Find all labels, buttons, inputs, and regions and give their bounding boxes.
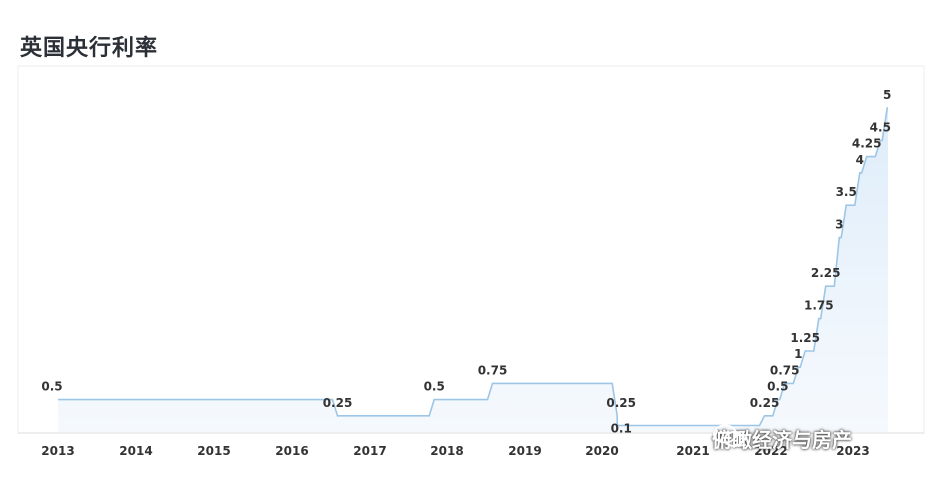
data-label: 0.25	[323, 396, 353, 410]
x-tick-label: 2014	[119, 444, 152, 458]
data-label: 4	[856, 153, 864, 167]
data-label: 0.5	[767, 380, 788, 394]
x-tick-label: 2015	[197, 444, 230, 458]
data-label: 0.75	[478, 363, 508, 377]
rate-line	[58, 107, 888, 427]
data-label: 0.1	[611, 422, 632, 436]
x-tick-label: 2018	[430, 444, 463, 458]
x-tick-label: 2013	[41, 444, 74, 458]
x-tick-label: 2023	[836, 444, 869, 458]
rate-area	[58, 108, 888, 432]
data-label: 1.75	[804, 299, 834, 313]
watermark: 俯瞰经济与房产	[712, 424, 852, 453]
x-tick-label: 2020	[585, 444, 618, 458]
x-tick-label: 2017	[353, 444, 386, 458]
data-label: 3	[835, 218, 843, 232]
chart-title: 英国央行利率	[20, 36, 159, 61]
data-label: 5	[883, 88, 891, 102]
data-label: 0.25	[750, 396, 780, 410]
x-tick-label: 2021	[676, 444, 709, 458]
data-label: 3.5	[836, 185, 857, 199]
data-label: 0.75	[770, 363, 800, 377]
x-tick-label: 2019	[508, 444, 541, 458]
data-label: 4.25	[852, 137, 882, 151]
data-label: 1.25	[790, 331, 820, 345]
x-tick-label: 2022	[754, 444, 787, 458]
plot-frame	[17, 65, 925, 434]
data-label: 0.5	[41, 380, 62, 394]
data-label: 0.25	[606, 396, 636, 410]
x-tick-label: 2016	[275, 444, 308, 458]
data-label: 1	[794, 347, 802, 361]
data-label: 4.5	[870, 120, 891, 134]
wechat-icon	[713, 424, 744, 447]
data-label: 2.25	[811, 266, 841, 280]
data-label: 0.5	[424, 380, 445, 394]
